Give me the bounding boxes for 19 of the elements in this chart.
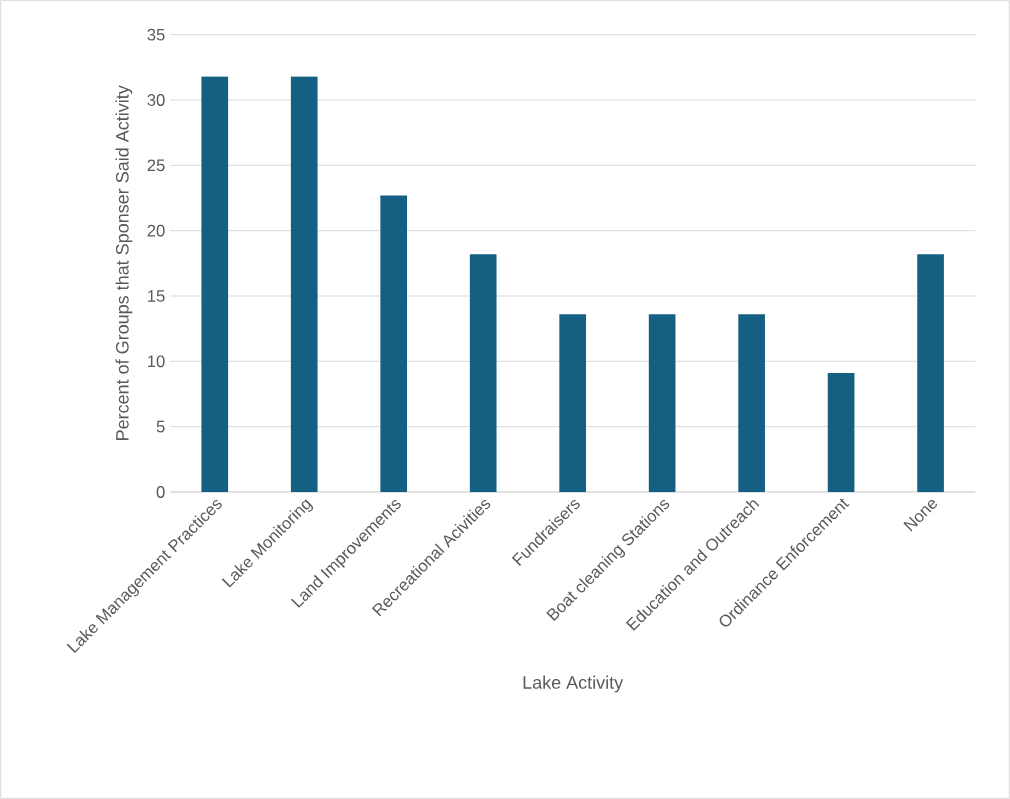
- y-tick-label: 0: [156, 486, 165, 498]
- bar: [648, 314, 676, 492]
- y-tick-label: 10: [148, 355, 165, 368]
- y-tick-label: 20: [147, 224, 165, 237]
- bar: [559, 314, 586, 492]
- bar: [201, 76, 229, 492]
- bar: [827, 373, 855, 492]
- y-tick-label: 35: [147, 28, 165, 41]
- y-tick-label: 30: [147, 94, 165, 106]
- bar: [290, 76, 318, 492]
- y-axis-title: Percent of Groups that Sponser Said Activity: [115, 85, 133, 440]
- bar: [469, 254, 497, 492]
- bar: [380, 195, 408, 492]
- y-tick-label: 15: [148, 290, 165, 302]
- y-tick-label: 5: [156, 420, 165, 433]
- y-tick-label: 25: [147, 159, 165, 172]
- bar: [738, 314, 765, 492]
- bar: [917, 254, 944, 492]
- x-axis-title: Lake Activity: [523, 675, 624, 693]
